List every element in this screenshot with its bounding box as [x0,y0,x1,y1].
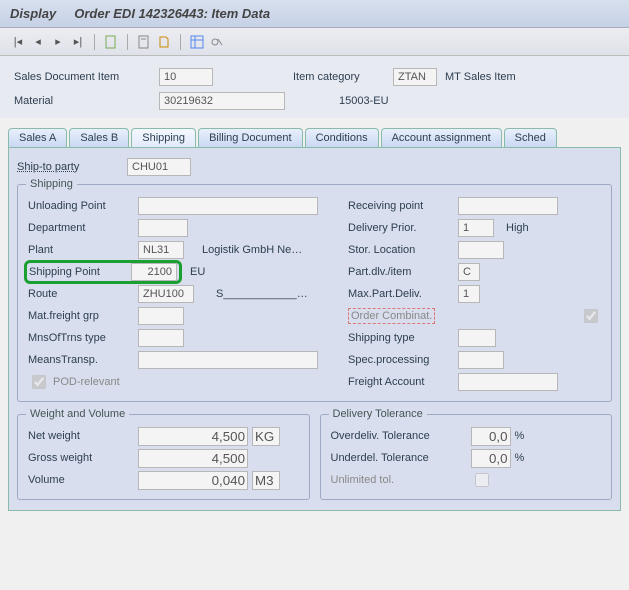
department-field[interactable] [138,219,188,237]
group-weight: Weight and Volume Net weight Gross weigh… [17,414,310,500]
delprio-text: High [506,222,529,234]
next-icon[interactable]: ▸ [50,34,66,50]
tab-billing[interactable]: Billing Document [198,128,303,147]
group-weight-title: Weight and Volume [26,408,129,420]
storloc-label: Stor. Location [348,244,458,256]
first-icon[interactable]: |◂ [10,34,26,50]
attach-icon[interactable] [156,34,172,50]
toolbar: |◂ ◂ ▸ ▸| [0,28,629,56]
vol-unit[interactable] [252,471,280,490]
partdiv-label: Part.dlv./item [348,266,458,278]
over-label: Overdeliv. Tolerance [331,430,471,442]
edit-icon[interactable] [136,34,152,50]
specproc-label: Spec.processing [348,354,458,366]
mat-field[interactable] [159,92,285,110]
shpt-label: Shipping Point [29,266,131,278]
net-field[interactable] [138,427,248,446]
prev-icon[interactable]: ◂ [30,34,46,50]
pod-checkbox [32,373,46,391]
net-label: Net weight [28,430,138,442]
freightacc-label: Freight Account [348,376,458,388]
tab-conditions[interactable]: Conditions [305,128,379,147]
gross-label: Gross weight [28,452,138,464]
group-shipping-title: Shipping [26,178,77,190]
freightacc-field[interactable] [458,373,558,391]
plant-text: Logistik GmbH Ne… [202,244,302,256]
unloading-field[interactable] [138,197,318,215]
shiptype-field[interactable] [458,329,496,347]
sdi-field[interactable] [159,68,213,86]
plant-field[interactable] [138,241,184,259]
vol-field[interactable] [138,471,248,490]
cat-field[interactable] [393,68,437,86]
config-icon[interactable] [209,34,225,50]
meanstransp-field[interactable] [138,351,318,369]
storloc-field[interactable] [458,241,504,259]
cat-text: MT Sales Item [445,71,516,83]
mat-text: 15003-EU [339,95,389,107]
route-label: Route [28,288,138,300]
receiving-label: Receiving point [348,200,458,212]
shpt-highlight: Shipping Point [24,260,182,284]
unl-checkbox [475,473,489,487]
receiving-field[interactable] [458,197,558,215]
under-field[interactable] [471,449,511,468]
spreadsheet-icon[interactable] [189,34,205,50]
mnsoftrns-label: MnsOfTrns type [28,332,138,344]
title-display: Display [10,6,56,21]
meanstransp-label: MeansTransp. [28,354,138,366]
shiptype-label: Shipping type [348,332,458,344]
shipto-field[interactable] [127,158,191,176]
pod-label: POD-relevant [53,376,120,388]
route-s: S____________… [216,288,308,300]
plant-label: Plant [28,244,138,256]
last-icon[interactable]: ▸| [70,34,86,50]
under-pct: % [515,452,525,464]
tab-panel-shipping: Ship-to party Shipping Unloading Point D… [8,148,621,511]
unloading-label: Unloading Point [28,200,138,212]
group-tolerance-title: Delivery Tolerance [329,408,427,420]
group-shipping: Shipping Unloading Point Department Plan… [17,184,612,402]
mnsoftrns-field[interactable] [138,329,184,347]
vol-label: Volume [28,474,138,486]
group-tolerance: Delivery Tolerance Overdeliv. Tolerance%… [320,414,613,500]
title-main: Order EDI 142326443: Item Data [74,6,270,21]
over-field[interactable] [471,427,511,446]
delprio-field[interactable] [458,219,494,237]
tab-sales-b[interactable]: Sales B [69,128,129,147]
maxpart-field[interactable] [458,285,480,303]
ordercomb-label: Order Combinat. [348,308,435,324]
gross-field[interactable] [138,449,248,468]
maxpart-label: Max.Part.Deliv. [348,288,458,300]
delprio-label: Delivery Prior. [348,222,458,234]
partdiv-field[interactable] [458,263,480,281]
shipto-label: Ship-to party [17,161,127,173]
title-bar: Display Order EDI 142326443: Item Data [0,0,629,28]
matfreight-label: Mat.freight grp [28,310,138,322]
shpt-eu: EU [190,266,205,278]
unl-label: Unlimited tol. [331,474,471,486]
tab-account[interactable]: Account assignment [381,128,502,147]
doc-icon[interactable] [103,34,119,50]
specproc-field[interactable] [458,351,504,369]
tab-shipping[interactable]: Shipping [131,128,196,148]
route-field[interactable] [138,285,194,303]
tab-sales-a[interactable]: Sales A [8,128,67,147]
sdi-label: Sales Document Item [14,71,159,83]
department-label: Department [28,222,138,234]
header-fields: Sales Document Item Item category MT Sal… [0,56,629,118]
over-pct: % [515,430,525,442]
ordercomb-checkbox [584,307,598,325]
under-label: Underdel. Tolerance [331,452,471,464]
matfreight-field[interactable] [138,307,184,325]
cat-label: Item category [293,71,393,83]
mat-label: Material [14,95,159,107]
tab-strip: Sales A Sales B Shipping Billing Documen… [8,126,621,148]
net-unit[interactable] [252,427,280,446]
shpt-field[interactable] [131,263,177,281]
tab-sched[interactable]: Sched [504,128,557,147]
